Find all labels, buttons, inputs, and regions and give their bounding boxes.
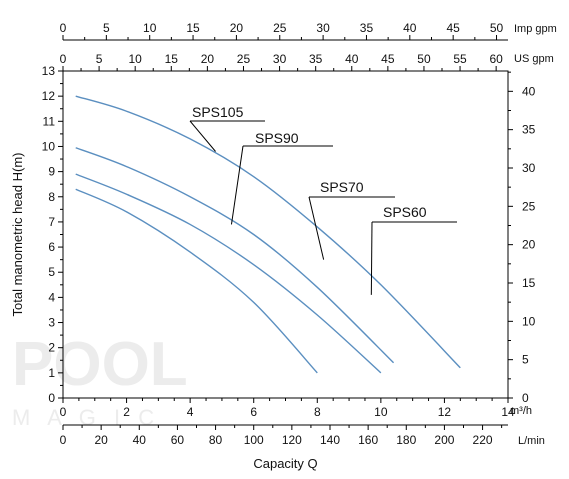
y-tick-label: 4 (48, 290, 55, 304)
y-axis-title: Total manometric head H(m) (10, 153, 25, 317)
x-tick-label: 0 (60, 405, 67, 419)
curve-sps70 (75, 173, 382, 374)
l-min-tick-label: 40 (133, 433, 147, 447)
right-tick-label: 40 (522, 84, 536, 98)
imp-gpm-tick-label: 0 (60, 21, 67, 35)
right-tick-label: 35 (522, 123, 536, 137)
imp-gpm-tick-label: 45 (446, 21, 460, 35)
imp-gpm-tick-label: 20 (230, 21, 244, 35)
x-tick-label: 4 (187, 405, 194, 419)
l-min-tick-label: 220 (473, 433, 493, 447)
x-axis-unit: m³/h (510, 405, 532, 417)
l-min-tick-label: 140 (320, 433, 340, 447)
y-tick-label: 7 (48, 215, 55, 229)
l-min-tick-label: 180 (396, 433, 416, 447)
us-gpm-tick-label: 0 (60, 52, 67, 66)
curve-sps90 (75, 147, 395, 364)
imp-gpm-label: Imp gpm (514, 23, 557, 35)
us-gpm-tick-label: 10 (129, 52, 143, 66)
leader-line (189, 120, 216, 152)
l-min-tick-label: 0 (60, 433, 67, 447)
l-min-tick-label: 120 (282, 433, 302, 447)
series-label-sps60: SPS60 (383, 204, 427, 220)
y-tick-label: 13 (42, 64, 56, 78)
imp-gpm-tick-label: 15 (186, 21, 200, 35)
l-min-label: L/min (518, 435, 545, 447)
us-gpm-tick-label: 25 (237, 52, 251, 66)
us-gpm-tick-label: 30 (273, 52, 287, 66)
curve-sps60 (75, 188, 318, 374)
us-gpm-tick-label: 55 (453, 52, 467, 66)
us-gpm-tick-label: 20 (201, 52, 215, 66)
right-tick-label: 25 (522, 199, 536, 213)
x-axis-title: Capacity Q (253, 456, 317, 471)
leader-line (230, 145, 244, 225)
l-min-tick-label: 20 (94, 433, 108, 447)
series-label-sps105: SPS105 (192, 104, 244, 120)
l-min-tick-label: 60 (171, 433, 185, 447)
y-tick-label: 12 (42, 89, 56, 103)
y-tick-label: 6 (48, 240, 55, 254)
imp-gpm-tick-label: 10 (143, 21, 157, 35)
y-tick-label: 5 (48, 265, 55, 279)
watermark-text: POOL (12, 330, 188, 399)
y-tick-label: 10 (42, 139, 56, 153)
l-min-tick-label: 200 (434, 433, 454, 447)
imp-gpm-tick-label: 40 (403, 21, 417, 35)
curve-sps105 (75, 95, 461, 369)
right-tick-label: 30 (522, 161, 536, 175)
us-gpm-label: US gpm (514, 53, 554, 65)
y-tick-label: 2 (48, 341, 55, 355)
right-tick-label: 5 (522, 353, 529, 367)
y-tick-label: 8 (48, 190, 55, 204)
us-gpm-tick-label: 40 (345, 52, 359, 66)
series-label-sps90: SPS90 (255, 130, 299, 146)
leader-line (370, 221, 373, 295)
curves (75, 95, 461, 374)
us-gpm-tick-label: 45 (381, 52, 395, 66)
imp-gpm-tick-label: 50 (490, 21, 504, 35)
y-tick-label: 9 (48, 165, 55, 179)
us-gpm-tick-label: 5 (96, 52, 103, 66)
y-tick-label: 3 (48, 316, 55, 330)
x-tick-label: 14 (501, 405, 515, 419)
x-tick-label: 6 (250, 405, 257, 419)
us-gpm-tick-label: 50 (417, 52, 431, 66)
right-tick-label: 10 (522, 314, 536, 328)
right-tick-label: 0 (522, 391, 529, 405)
y-tick-label: 0 (48, 391, 55, 405)
x-tick-label: 12 (438, 405, 452, 419)
l-min-tick-label: 100 (244, 433, 264, 447)
right-tick-label: 15 (522, 276, 536, 290)
imp-gpm-tick-label: 5 (103, 21, 110, 35)
series-labels: SPS105 SPS90 SPS70 SPS60 (189, 104, 457, 295)
axis-ticks: 0 2 4 6 8 10 12 1401234567891011121305101520253… (42, 21, 536, 447)
x-tick-label: 10 (374, 405, 388, 419)
watermark-logo: POOL M A G I C (12, 330, 188, 430)
y-tick-label: 1 (48, 366, 55, 380)
watermark-subtext: M A G I C (12, 405, 160, 430)
us-gpm-tick-label: 60 (489, 52, 503, 66)
x-tick-label: 8 (314, 405, 321, 419)
us-gpm-tick-label: 35 (309, 52, 323, 66)
imp-gpm-tick-label: 35 (360, 21, 374, 35)
right-tick-label: 20 (522, 238, 536, 252)
l-min-tick-label: 80 (209, 433, 223, 447)
x-tick-label: 2 (123, 405, 130, 419)
series-label-sps70: SPS70 (320, 179, 364, 195)
us-gpm-tick-label: 15 (165, 52, 179, 66)
imp-gpm-tick-label: 25 (273, 21, 287, 35)
y-tick-label: 11 (43, 114, 56, 128)
imp-gpm-tick-label: 30 (316, 21, 330, 35)
leader-line (308, 196, 325, 260)
l-min-tick-label: 160 (358, 433, 378, 447)
